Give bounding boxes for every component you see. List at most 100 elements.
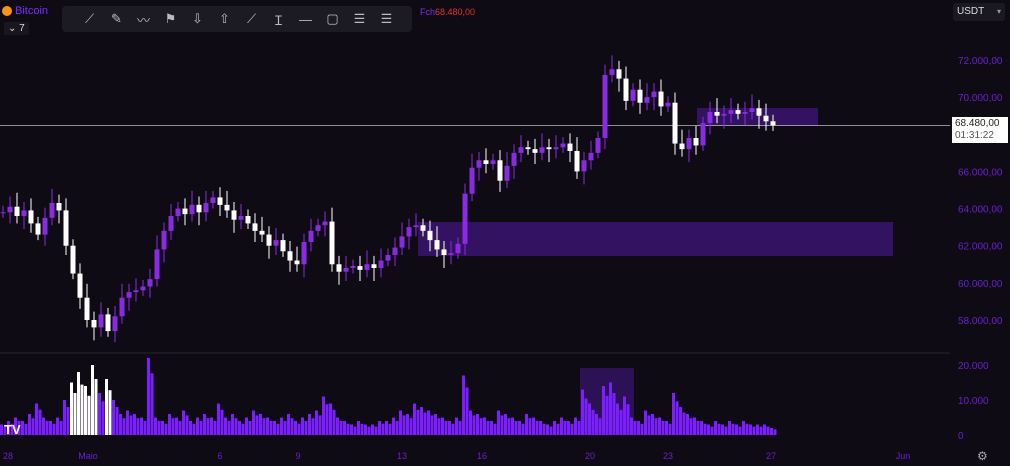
volume-bar <box>157 421 161 435</box>
symbol-title[interactable]: Bitcoin <box>2 5 48 17</box>
candle-body <box>35 223 41 235</box>
candle-body <box>539 147 545 153</box>
brush-icon[interactable]: ✎ <box>111 11 122 26</box>
path-icon[interactable]: 〰 <box>136 12 150 28</box>
volume-bar <box>224 417 227 435</box>
text-cursor-icon[interactable]: Ｉ <box>271 12 285 28</box>
volume-bar <box>556 423 560 435</box>
tradingview-logo[interactable]: TV <box>4 422 21 437</box>
volume-bar <box>14 417 17 435</box>
candle-body <box>126 292 132 298</box>
candle-body <box>14 206 20 216</box>
volume-bar <box>700 421 703 435</box>
price-tick-label: 72.000,00 <box>958 56 1003 67</box>
volume-bar <box>287 414 290 435</box>
volume-bar <box>231 414 234 435</box>
volume-bar <box>311 418 315 435</box>
candle-body <box>280 240 286 252</box>
time-axis-label: 23 <box>663 451 673 461</box>
arrow-up-icon[interactable]: ⇧ <box>219 11 230 26</box>
candle-body <box>294 260 300 265</box>
volume-bar <box>189 421 192 435</box>
candle-body <box>651 91 657 98</box>
volume-bar <box>616 403 619 435</box>
price-tick-label: 70.000,00 <box>958 93 1003 104</box>
volume-tick-label: 10.000 <box>958 396 989 407</box>
volume-bar <box>756 424 759 435</box>
volume-bar <box>658 417 661 435</box>
volume-bar <box>255 415 259 435</box>
volume-bar <box>150 373 154 435</box>
volume-bar <box>185 415 189 435</box>
time-axis-label: 27 <box>766 451 776 461</box>
candle-body <box>581 160 587 172</box>
volume-bar <box>199 421 203 435</box>
time-axis-label: 20 <box>585 451 595 461</box>
volume-bar <box>539 421 542 435</box>
volume-bar <box>745 423 749 435</box>
volume-bar <box>98 393 101 435</box>
time-axis-label: 16 <box>477 451 487 461</box>
volume-bar <box>560 417 563 435</box>
volume-bar <box>542 423 546 435</box>
candle-body <box>147 279 153 287</box>
currency-dropdown[interactable]: USDT ▾ <box>953 3 1005 21</box>
volume-bar <box>710 426 714 435</box>
candle-body <box>350 266 356 268</box>
volume-bar <box>245 417 248 435</box>
volume-bar <box>602 386 605 435</box>
horizontal-line-icon[interactable]: — <box>299 11 312 27</box>
rectangle-icon[interactable]: ▢ <box>326 11 339 26</box>
arrow-down-icon[interactable]: ⇩ <box>192 11 203 26</box>
candle-body <box>371 264 377 268</box>
volume-bar <box>707 424 710 435</box>
candle-body <box>49 202 55 218</box>
candle-body <box>364 264 370 270</box>
trend-line-icon[interactable]: ⟋ <box>84 11 95 26</box>
volume-bar <box>409 418 413 435</box>
drawing-toolbar: ⟋ ✎ 〰 ⚑ ⇩ ⇧ ⟋ Ｉ — ▢ ☰ ☰ <box>62 6 412 32</box>
volume-bar <box>94 379 98 435</box>
volume-bar <box>136 418 140 435</box>
volume-bar <box>42 417 45 435</box>
volume-bar <box>507 418 511 435</box>
volume-bar <box>444 421 448 435</box>
candle-body <box>336 264 342 272</box>
candle-body <box>273 240 279 246</box>
candle-body <box>252 223 258 231</box>
volume-bar <box>479 418 483 435</box>
candle-body <box>210 197 216 203</box>
volume-bar <box>682 412 686 435</box>
volume-bar <box>182 410 185 435</box>
volume-bar <box>392 417 395 435</box>
volume-bar <box>640 423 644 435</box>
candle-body <box>574 150 580 172</box>
candle-body <box>42 217 48 235</box>
settings-list-icon[interactable]: ☰ <box>380 11 393 26</box>
candle-body <box>0 212 6 214</box>
interval-dropdown[interactable]: ⌄ 7 <box>4 22 29 35</box>
flag-icon[interactable]: ⚑ <box>164 11 177 26</box>
volume-bar <box>399 410 402 435</box>
measure-icon[interactable]: ⟋ <box>246 11 257 26</box>
volume-bar <box>7 421 10 435</box>
settings-icon[interactable]: ⚙ <box>977 449 988 463</box>
volume-bar <box>469 410 472 435</box>
volume-bar <box>504 414 507 435</box>
candle-body <box>700 123 706 146</box>
volume-bar <box>493 423 497 435</box>
volume-bar <box>595 414 598 435</box>
volume-bar <box>567 421 570 435</box>
volume-bar <box>518 421 521 435</box>
volume-bar <box>87 395 91 435</box>
volume-bar <box>717 423 721 435</box>
range-icon[interactable]: ☰ <box>353 11 366 26</box>
volume-bar <box>413 403 416 435</box>
volume-bar <box>619 409 623 435</box>
volume-bar <box>689 418 693 435</box>
candle-body <box>427 230 433 241</box>
volume-bar <box>497 410 500 435</box>
volume-bar <box>462 375 465 435</box>
volume-bar <box>605 395 609 435</box>
